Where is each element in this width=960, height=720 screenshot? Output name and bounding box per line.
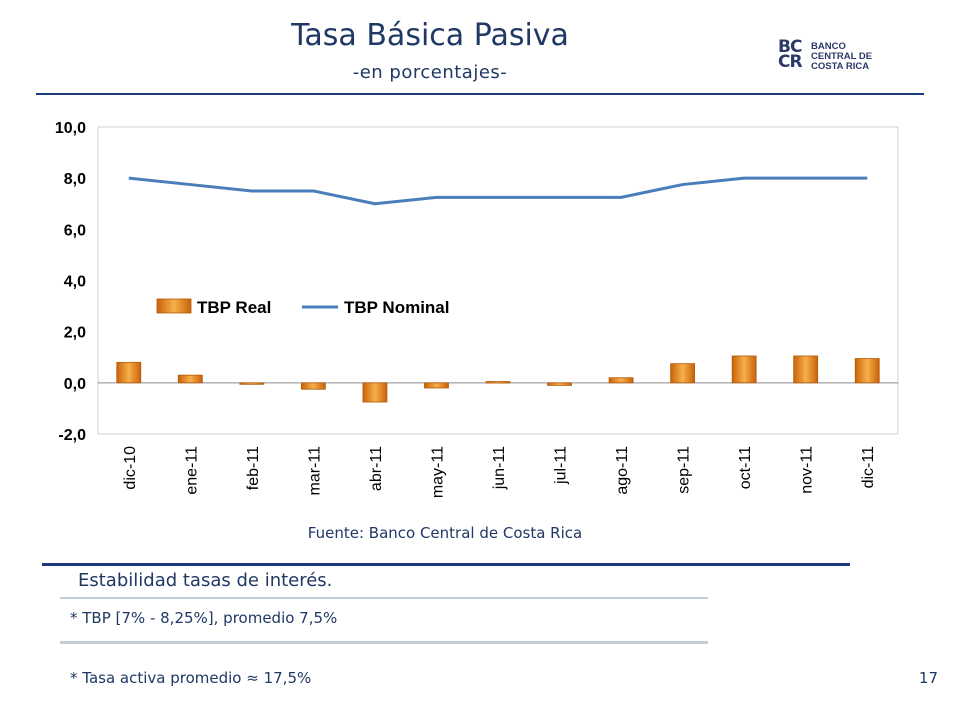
plot-area bbox=[97, 126, 899, 435]
bar-tbp-real bbox=[424, 382, 449, 389]
bar-tbp-real bbox=[793, 355, 819, 384]
section-divider bbox=[42, 563, 850, 566]
line-tbp-nominal bbox=[128, 176, 868, 206]
x-tick-label: ene-11 bbox=[183, 446, 200, 495]
legend-swatch-bar bbox=[156, 298, 192, 314]
x-tick-label: mar-11 bbox=[306, 446, 323, 496]
x-tick-label: jun-11 bbox=[491, 446, 508, 490]
x-tick-label: dic-11 bbox=[860, 446, 877, 488]
slide-subtitle: -en porcentajes- bbox=[352, 62, 508, 83]
bullet-divider-bottom bbox=[60, 641, 708, 644]
bar-tbp-real bbox=[239, 382, 265, 385]
logo-text: BANCO CENTRAL DE COSTA RICA bbox=[811, 41, 873, 72]
bar-tbp-real bbox=[177, 374, 203, 384]
section-heading: Estabilidad tasas de interés. bbox=[78, 570, 333, 591]
top-divider bbox=[36, 93, 924, 95]
bar-tbp-real bbox=[854, 358, 880, 384]
y-tick-label: 10,0 bbox=[55, 120, 86, 137]
slide-title: Tasa Básica Pasiva bbox=[291, 18, 569, 53]
bar-tbp-real bbox=[731, 355, 757, 384]
x-tick-label: feb-11 bbox=[245, 446, 262, 490]
legend-label-nominal: TBP Nominal bbox=[344, 298, 449, 317]
bar-tbp-real bbox=[116, 361, 142, 384]
y-tick-label: 6,0 bbox=[64, 222, 86, 239]
bullet-tbp: * TBP [7% - 8,25%], promedio 7,5% bbox=[70, 609, 338, 627]
x-tick-label: abr-11 bbox=[368, 446, 385, 491]
y-tick-label: 2,0 bbox=[64, 325, 86, 342]
tbp-chart: 10,0 8,0 6,0 4,0 2,0 0,0 -2,0 dic-10 ene-11 feb-1… bbox=[55, 120, 899, 498]
bullet-tasa-activa: * Tasa activa promedio ≈ 17,5% bbox=[70, 669, 312, 687]
y-tick-label: 0,0 bbox=[64, 376, 86, 393]
bar-tbp-real bbox=[300, 382, 326, 390]
x-tick-label: ago-11 bbox=[614, 446, 631, 495]
x-tick-label: nov-11 bbox=[799, 446, 816, 494]
x-tick-label: dic-10 bbox=[122, 446, 139, 490]
bar-tbp-real bbox=[670, 363, 696, 384]
logo-mark: BC CR bbox=[778, 37, 803, 72]
x-tick-label: sep-11 bbox=[676, 446, 693, 494]
bullet-divider-top bbox=[60, 597, 708, 599]
y-tick-label: -2,0 bbox=[58, 427, 86, 444]
bar-tbp-real bbox=[362, 382, 388, 403]
x-tick-label: may-11 bbox=[429, 446, 446, 498]
y-tick-label: 8,0 bbox=[64, 171, 86, 188]
chart-source: Fuente: Banco Central de Costa Rica bbox=[307, 524, 583, 542]
bank-logo: BC CR BANCO CENTRAL DE COSTA RICA bbox=[778, 37, 888, 80]
page-number: 17 bbox=[918, 669, 938, 687]
bar-tbp-real bbox=[547, 382, 572, 386]
bar-tbp-real bbox=[485, 381, 511, 384]
bar-tbp-real bbox=[608, 377, 634, 384]
legend-label-real: TBP Real bbox=[197, 298, 271, 317]
x-tick-label: jul-11 bbox=[553, 446, 570, 485]
y-tick-label: 4,0 bbox=[64, 274, 86, 291]
x-tick-label: oct-11 bbox=[737, 446, 754, 489]
